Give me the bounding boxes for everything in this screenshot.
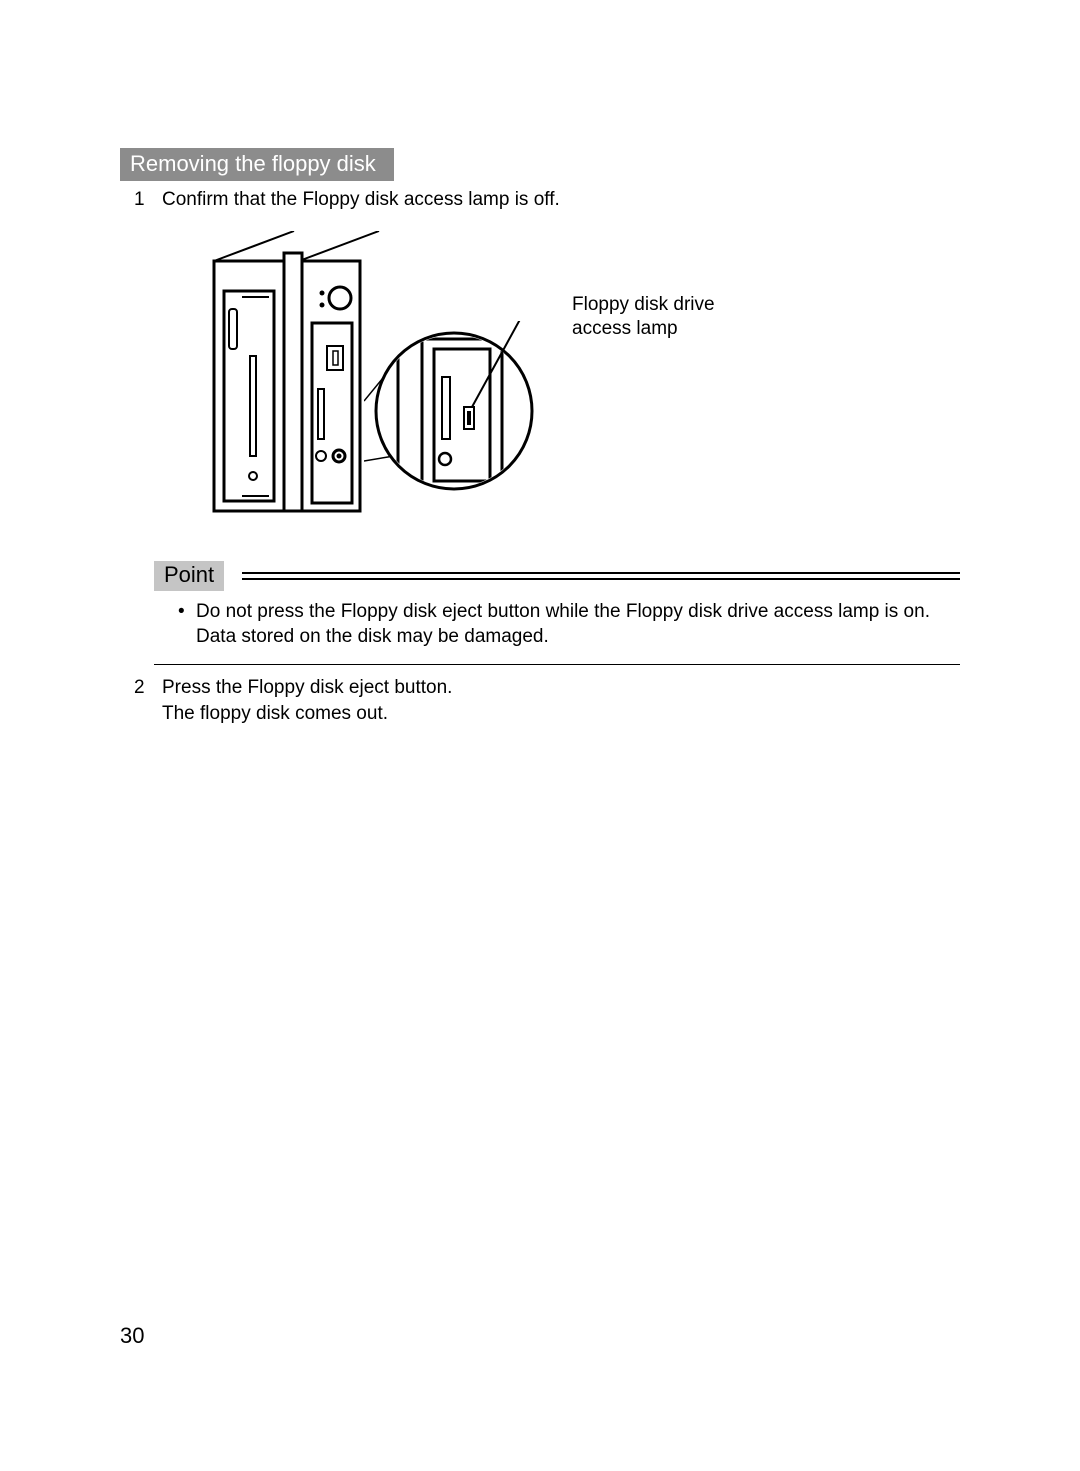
point-header-rule (242, 572, 960, 580)
step-2-text: Press the Floppy disk eject button. The … (162, 675, 960, 726)
diagram-row: Floppy disk drive access lamp (164, 231, 960, 521)
bullet-icon: • (178, 599, 196, 625)
point-header: Point (154, 561, 960, 591)
caption-line-2: access lamp (572, 317, 715, 342)
point-body: • Do not press the Floppy disk eject but… (178, 599, 960, 658)
page-content: Removing the floppy disk 1 Confirm that … (0, 0, 1080, 726)
step-1: 1 Confirm that the Floppy disk access la… (134, 187, 960, 213)
magnifier-diagram (364, 321, 544, 501)
page-number: 30 (120, 1323, 144, 1349)
point-text: Do not press the Floppy disk eject butto… (196, 599, 960, 650)
step-2-line-2: The floppy disk comes out. (162, 701, 960, 727)
step-2-line-1: Press the Floppy disk eject button. (162, 675, 960, 701)
section-title: Removing the floppy disk (120, 148, 394, 181)
point-label: Point (154, 561, 224, 591)
point-bullet-row: • Do not press the Floppy disk eject but… (178, 599, 960, 650)
step-2-number: 2 (134, 675, 162, 701)
step-2: 2 Press the Floppy disk eject button. Th… (134, 675, 960, 726)
step-1-number: 1 (134, 187, 162, 213)
point-divider (154, 664, 960, 665)
caption-line-1: Floppy disk drive (572, 293, 715, 318)
diagram-caption: Floppy disk drive access lamp (572, 293, 715, 342)
step-1-text: Confirm that the Floppy disk access lamp… (162, 187, 960, 213)
